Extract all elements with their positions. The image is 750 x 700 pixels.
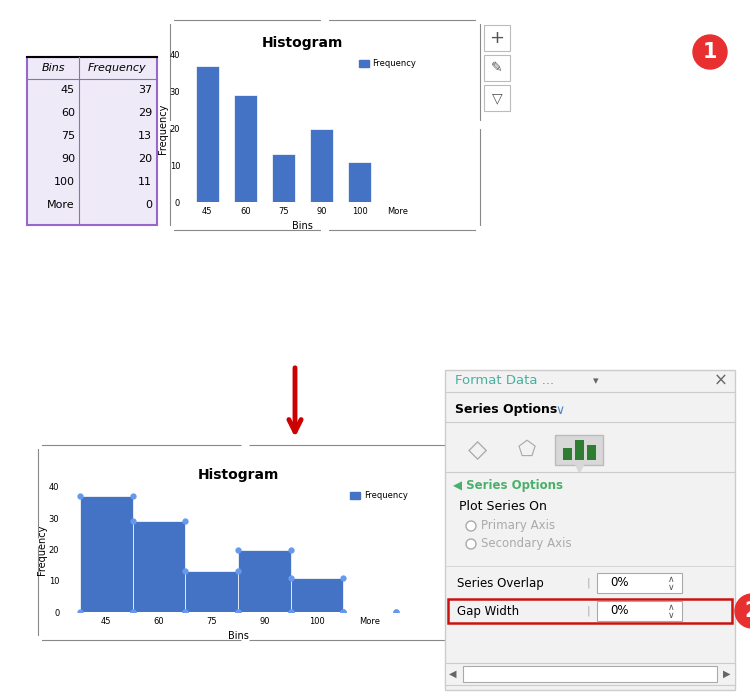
Text: ∨: ∨	[555, 403, 564, 416]
Text: ✎: ✎	[491, 61, 502, 75]
Circle shape	[476, 122, 484, 129]
Text: ⬠: ⬠	[518, 440, 536, 460]
Circle shape	[322, 17, 328, 24]
Bar	[238, 550, 291, 612]
Text: +: +	[490, 29, 505, 47]
Bar	[310, 129, 333, 202]
Text: 2: 2	[745, 601, 750, 621]
Circle shape	[34, 539, 41, 546]
Text: 29: 29	[138, 108, 152, 118]
Bar	[484, 55, 510, 81]
Bar	[587, 445, 596, 460]
Circle shape	[166, 17, 173, 24]
Text: 11: 11	[138, 177, 152, 187]
Text: ∧: ∧	[668, 603, 674, 612]
Circle shape	[449, 636, 457, 643]
Text: Format Data ...: Format Data ...	[455, 374, 554, 388]
Legend: Frequency: Frequency	[350, 491, 407, 500]
Bar	[448, 599, 732, 623]
Text: ×: ×	[714, 372, 728, 390]
Bar	[597, 573, 682, 593]
Text: Bins: Bins	[41, 63, 64, 73]
Text: Series Options: Series Options	[455, 403, 557, 416]
Bar	[170, 20, 480, 230]
Text: 1: 1	[703, 42, 717, 62]
Text: Gap Width: Gap Width	[457, 605, 519, 617]
Text: 37: 37	[138, 85, 152, 95]
Circle shape	[34, 442, 41, 449]
Text: Plot Series On: Plot Series On	[459, 500, 547, 512]
Text: 45: 45	[61, 85, 75, 95]
Circle shape	[449, 442, 457, 449]
Bar	[196, 66, 218, 202]
Text: 13: 13	[138, 131, 152, 141]
Circle shape	[735, 594, 750, 628]
Text: ∨: ∨	[668, 582, 674, 592]
Legend: Frequency: Frequency	[358, 60, 416, 68]
Bar	[484, 25, 510, 51]
X-axis label: Bins: Bins	[292, 221, 313, 232]
Text: 0%: 0%	[610, 577, 628, 589]
Circle shape	[476, 227, 484, 234]
Bar	[484, 85, 510, 111]
Text: ◇: ◇	[468, 438, 488, 462]
Text: ◀: ◀	[449, 669, 457, 679]
Circle shape	[466, 539, 476, 549]
Y-axis label: Frequency: Frequency	[158, 104, 168, 154]
Text: Secondary Axis: Secondary Axis	[481, 538, 572, 550]
Circle shape	[476, 17, 484, 24]
Text: ◀ Series Options: ◀ Series Options	[453, 480, 563, 493]
Circle shape	[322, 227, 328, 234]
Text: 0: 0	[145, 200, 152, 210]
Circle shape	[242, 636, 249, 643]
Bar	[575, 440, 584, 460]
Text: 60: 60	[61, 108, 75, 118]
Text: |: |	[587, 606, 591, 616]
Text: ∨: ∨	[668, 610, 674, 620]
Bar	[234, 95, 256, 202]
Text: 20: 20	[138, 154, 152, 164]
Bar	[555, 435, 603, 465]
Bar	[445, 663, 735, 685]
Y-axis label: Frequency: Frequency	[38, 524, 47, 575]
Text: 90: 90	[61, 154, 75, 164]
Text: ▾: ▾	[593, 376, 598, 386]
Bar	[38, 445, 453, 640]
Bar	[185, 571, 238, 612]
Circle shape	[449, 539, 457, 546]
Circle shape	[466, 521, 476, 531]
Text: ∧: ∧	[668, 575, 674, 584]
Text: Series Overlap: Series Overlap	[457, 577, 544, 589]
Text: More: More	[47, 200, 75, 210]
Bar	[27, 57, 157, 225]
Bar	[348, 162, 371, 202]
Bar	[80, 496, 133, 612]
Circle shape	[693, 35, 727, 69]
Text: |: |	[587, 578, 591, 588]
Bar	[272, 154, 295, 202]
Title: Histogram: Histogram	[262, 36, 344, 50]
Circle shape	[242, 442, 249, 449]
Text: Primary Axis: Primary Axis	[481, 519, 555, 533]
Text: 75: 75	[61, 131, 75, 141]
Text: 100: 100	[54, 177, 75, 187]
Bar	[291, 578, 344, 612]
Text: ▽: ▽	[492, 91, 502, 105]
X-axis label: Bins: Bins	[227, 631, 248, 641]
Bar	[463, 666, 717, 682]
Text: Frequency: Frequency	[88, 63, 146, 73]
Bar	[133, 522, 185, 612]
Circle shape	[166, 227, 173, 234]
Text: ▶: ▶	[723, 669, 730, 679]
Bar	[445, 370, 735, 690]
Circle shape	[166, 122, 173, 129]
Bar	[563, 448, 572, 460]
Title: Histogram: Histogram	[197, 468, 279, 482]
Bar	[597, 601, 682, 621]
Circle shape	[34, 636, 41, 643]
Text: 0%: 0%	[610, 605, 628, 617]
